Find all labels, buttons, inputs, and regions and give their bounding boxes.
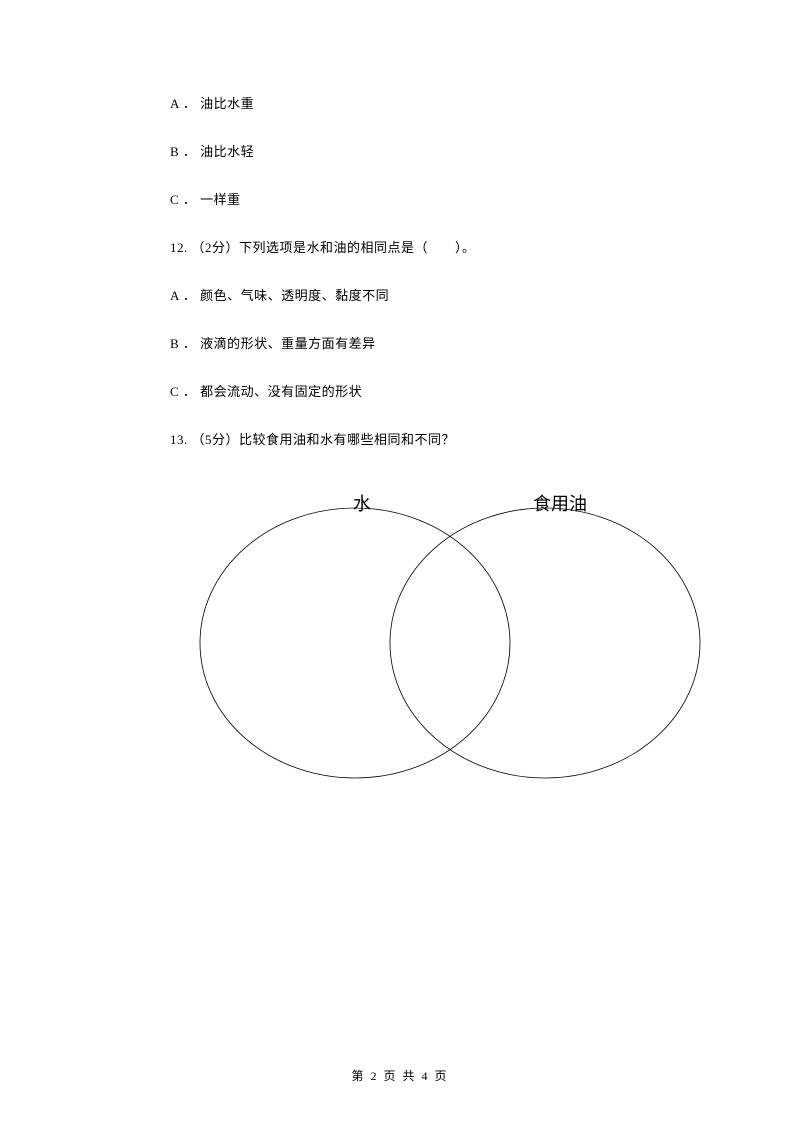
venn-svg [195,478,705,788]
venn-ellipse-left [200,508,510,778]
venn-label-oil: 食用油 [533,490,587,516]
question-13: 13. （5分）比较食用油和水有哪些相同和不同？ [170,429,645,448]
venn-ellipse-right [390,508,700,778]
document-content: A ． 油比水重 B ． 油比水轻 C ． 一样重 12. （2分）下列选项是水… [0,0,800,768]
option-11-a: A ． 油比水重 [170,93,645,112]
option-11-c: C ． 一样重 [170,189,645,208]
venn-diagram: 水 食用油 [195,478,695,768]
option-11-b: B ． 油比水轻 [170,141,645,160]
venn-label-water: 水 [353,490,371,516]
option-12-a: A ． 颜色、气味、透明度、黏度不同 [170,285,645,304]
page-footer: 第 2 页 共 4 页 [0,1067,800,1084]
question-12: 12. （2分）下列选项是水和油的相同点是（ ）。 [170,237,645,256]
option-12-c: C ． 都会流动、没有固定的形状 [170,381,645,400]
option-12-b: B ． 液滴的形状、重量方面有差异 [170,333,645,352]
